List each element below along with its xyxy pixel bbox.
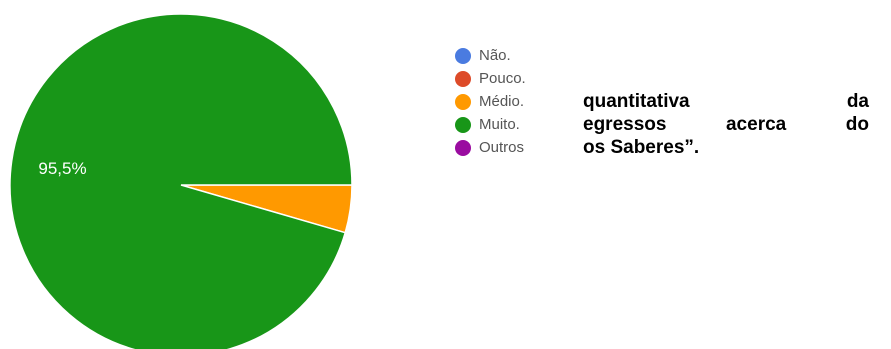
legend-swatch-outros [455, 139, 471, 156]
legend-label-nao: Não. [479, 47, 511, 64]
legend-item-outros: Outros [455, 136, 526, 159]
caption-line-2: egressos acerca do [583, 114, 869, 135]
legend-label-pouco: Pouco. [479, 70, 526, 87]
legend-label-medio: Médio. [479, 93, 525, 110]
legend-item-muito: Muito. [455, 113, 526, 136]
legend-label-muito: Muito. [479, 116, 520, 133]
pie-svg: 95,5% [9, 13, 353, 349]
caption-text: quantitativa da egressos acerca do os Sa… [583, 90, 869, 159]
legend-swatch-muito [455, 116, 471, 133]
pie-slice-muito [9, 13, 353, 349]
caption-line-1: quantitativa da [583, 91, 869, 112]
legend-item-pouco: Pouco. [455, 67, 526, 90]
legend-swatch-medio [455, 93, 471, 110]
legend-swatch-pouco [455, 70, 471, 87]
legend-swatch-nao [455, 47, 471, 64]
legend-item-medio: Médio. [455, 90, 526, 113]
legend-item-nao: Não. [455, 44, 526, 67]
chart-legend: Não. Pouco. Médio. Muito. Outros [455, 44, 526, 159]
pie-chart: 95,5% [0, 0, 400, 349]
caption-line-3: os Saberes”. [583, 137, 700, 158]
legend-label-outros: Outros [479, 139, 525, 156]
data-label-muito: 95,5% [38, 159, 86, 178]
